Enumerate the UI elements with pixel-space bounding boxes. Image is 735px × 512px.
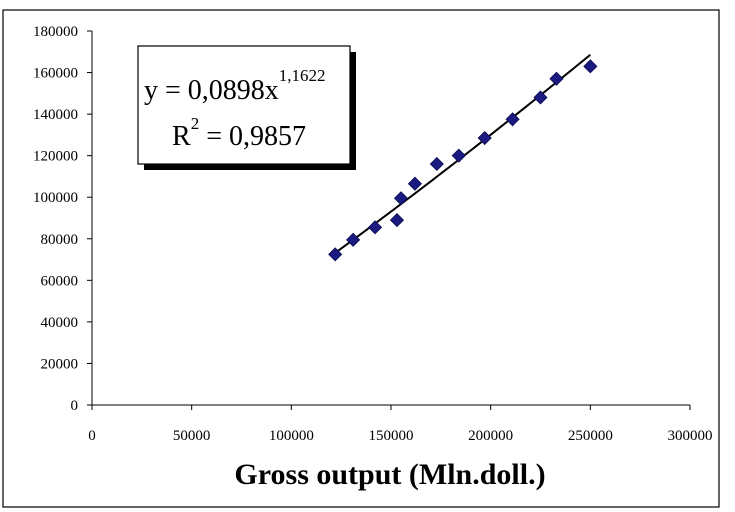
x-tick-label: 200000 (468, 428, 513, 444)
data-point-marker (389, 213, 405, 228)
data-point-marker (393, 191, 409, 206)
equation-line: y = 0,0898x1,1622 (144, 66, 326, 106)
x-tick-label: 100000 (269, 428, 314, 444)
y-tick-label: 120000 (33, 149, 78, 165)
r-squared-value: = 0,9857 (199, 121, 306, 152)
data-point-marker (583, 59, 598, 74)
x-tick-label: 0 (88, 428, 96, 444)
x-tick-label: 50000 (173, 428, 211, 444)
r-squared-line: R2 = 0,9857 (172, 114, 306, 152)
r-squared-exponent: 2 (191, 114, 200, 133)
data-point-marker (429, 156, 444, 172)
data-point-marker (549, 71, 564, 86)
y-tick-label: 60000 (41, 273, 79, 289)
y-tick-label: 100000 (33, 190, 78, 206)
data-point-marker (505, 112, 520, 127)
x-axis-label: Gross output (Mln.doll.) (234, 458, 545, 491)
equation-annotation: y = 0,0898x1,1622 R2 = 0,9857 (137, 45, 356, 170)
equation-box (137, 45, 351, 165)
data-point-marker (367, 220, 383, 235)
data-points (328, 59, 598, 262)
equation-exponent: 1,1622 (279, 66, 326, 85)
data-point-marker (407, 176, 422, 191)
y-tick-label: 0 (71, 398, 79, 414)
y-tick-label: 20000 (41, 356, 79, 372)
data-point-marker (451, 148, 466, 163)
y-ticks: 0 20000 40000 60000 80000 100000 120000 140000 1… (33, 24, 92, 414)
y-tick-label: 80000 (41, 232, 79, 248)
y-tick-label: 140000 (33, 107, 78, 123)
data-point-marker (328, 247, 343, 262)
data-point-marker (477, 130, 492, 146)
x-tick-label: 150000 (369, 428, 414, 444)
y-tick-label: 160000 (33, 66, 78, 82)
r-squared-base: R (172, 121, 191, 152)
data-point-marker (533, 90, 548, 105)
data-point-marker (346, 232, 361, 247)
x-tick-label: 250000 (568, 428, 613, 444)
y-tick-label: 40000 (41, 315, 79, 331)
chart-border (2, 9, 720, 508)
y-tick-label: 180000 (33, 24, 78, 40)
equation-base: y = 0,0898x (144, 75, 279, 106)
x-tick-label: 300000 (668, 428, 713, 444)
x-ticks: 0 50000 100000 150000 200000 250000 300000 (88, 405, 713, 444)
